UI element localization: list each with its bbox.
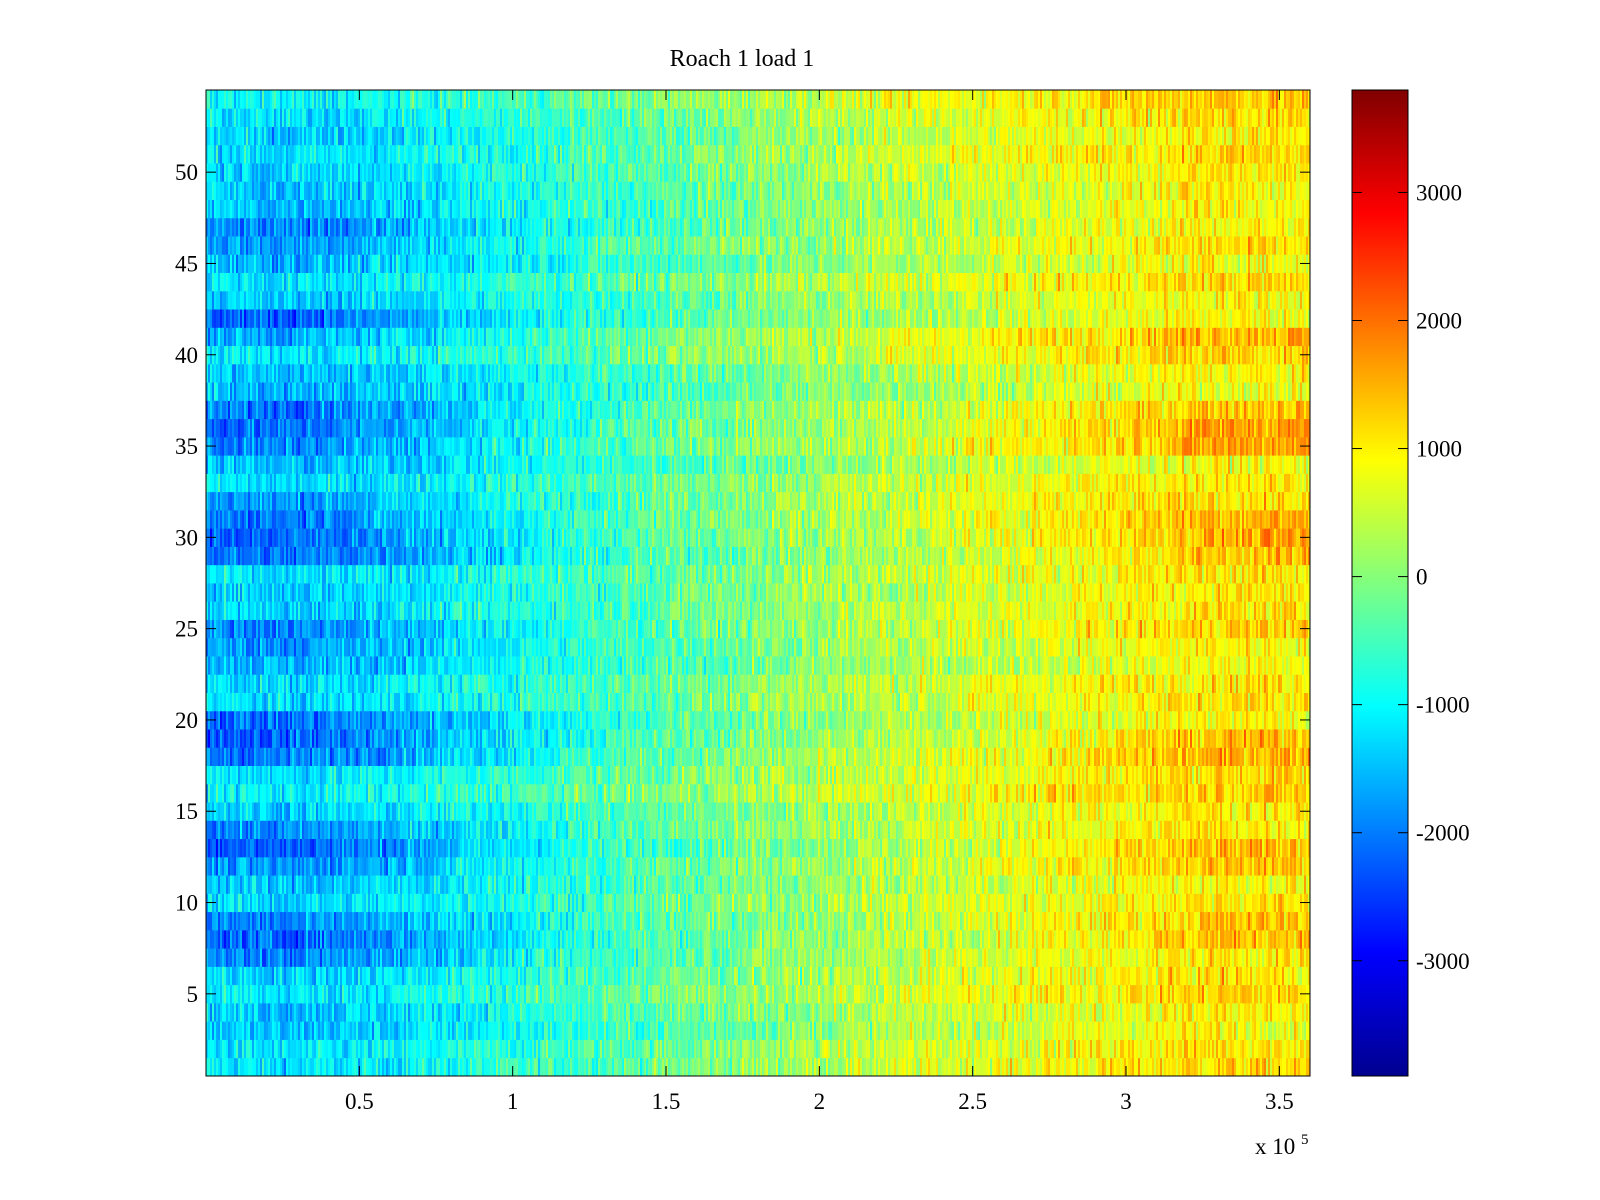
chart-title: Roach 1 load 1 <box>670 46 815 72</box>
heatmap-cells <box>206 90 1311 1076</box>
